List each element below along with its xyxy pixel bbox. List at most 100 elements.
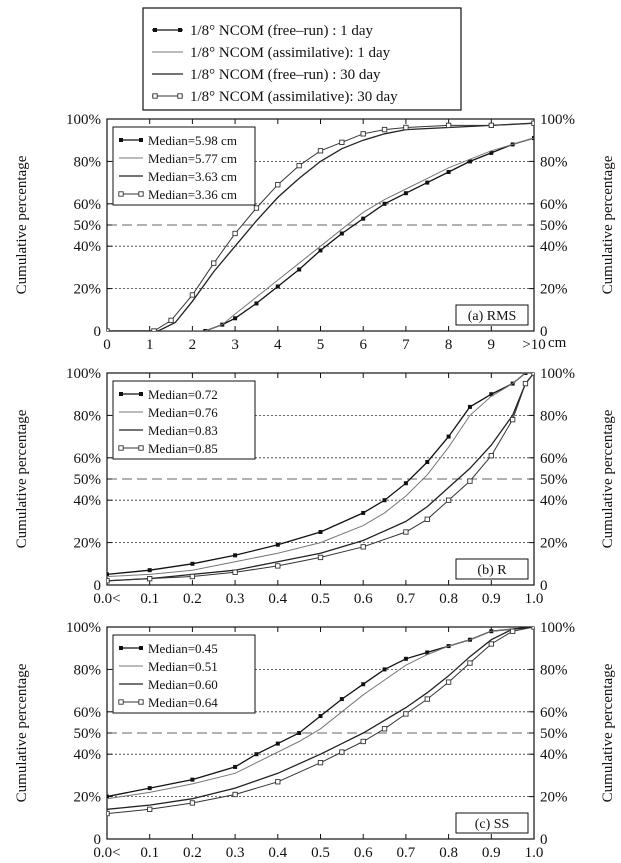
data-point — [297, 163, 301, 167]
x-tick-label: 7 — [402, 337, 410, 353]
x-unit-label: cm — [548, 335, 567, 351]
data-point — [319, 530, 323, 534]
y-tick-label-right: 100% — [540, 366, 575, 382]
data-point — [190, 293, 194, 297]
x-tick-label: 0.6 — [354, 591, 373, 607]
data-point — [169, 318, 173, 322]
data-point — [340, 231, 344, 235]
panel-label-text: (c) SS — [475, 817, 510, 832]
data-point — [276, 183, 280, 187]
data-point — [425, 697, 429, 701]
data-point — [446, 123, 450, 127]
data-point — [276, 780, 280, 784]
y-tick-label-right: 40% — [540, 747, 568, 763]
data-point — [425, 517, 429, 521]
data-point — [318, 555, 322, 559]
x-tick-label: 6 — [359, 337, 367, 353]
x-tick-label: 9 — [488, 337, 496, 353]
data-point — [532, 625, 536, 629]
data-point — [340, 697, 344, 701]
x-tick-label: 1.0 — [525, 845, 544, 861]
y-tick-label-left: 60% — [74, 197, 102, 213]
y-tick-label-left: 100% — [66, 620, 101, 636]
data-point — [523, 381, 527, 385]
y-tick-label-left: 40% — [74, 747, 102, 763]
legend-marker — [139, 700, 143, 704]
x-tick-label: 0.9 — [482, 845, 501, 861]
y-axis-title-right: Cumulative percentage — [600, 409, 616, 548]
data-point — [383, 202, 387, 206]
y-tick-label-left: 40% — [74, 493, 102, 509]
data-point — [340, 140, 344, 144]
data-point — [319, 248, 323, 252]
y-axis-title-right: Cumulative percentage — [600, 155, 616, 294]
y-tick-label-left: 100% — [66, 112, 101, 128]
data-point — [404, 191, 408, 195]
data-point — [404, 530, 408, 534]
data-point — [233, 316, 237, 320]
legend-marker — [178, 28, 182, 32]
panel-legend-label: Median=3.63 cm — [148, 169, 237, 184]
panel-legend-label: Median=0.51 — [148, 659, 218, 674]
data-point — [340, 750, 344, 754]
legend-marker — [119, 392, 123, 396]
data-point — [489, 453, 493, 457]
x-tick-label: 0.3 — [226, 845, 245, 861]
data-point — [105, 811, 109, 815]
y-tick-label-right: 20% — [540, 790, 568, 806]
y-tick-label-left: 20% — [74, 790, 102, 806]
panel-label: (b) R — [456, 559, 528, 579]
data-point — [532, 371, 536, 375]
y-tick-label-left: 50% — [74, 472, 102, 488]
y-tick-label-left: 60% — [74, 451, 102, 467]
panel-legend-label: Median=0.76 — [148, 405, 218, 420]
data-point — [105, 579, 109, 583]
data-point — [382, 727, 386, 731]
data-point — [361, 739, 365, 743]
data-point — [383, 667, 387, 671]
data-point — [532, 121, 536, 125]
panel-legend: Median=5.98 cm Median=5.77 cm Median=3.63 … — [113, 127, 255, 205]
legend-marker — [139, 392, 143, 396]
data-point — [404, 125, 408, 129]
y-axis-title-right: Cumulative percentage — [600, 663, 616, 802]
y-tick-label-right: 20% — [540, 282, 568, 298]
data-point — [276, 543, 280, 547]
x-tick-label: 4 — [274, 337, 282, 353]
legend-marker — [178, 94, 182, 98]
y-tick-label-left: 60% — [74, 705, 102, 721]
y-tick-label-right: 20% — [540, 536, 568, 552]
y-tick-label-right: 50% — [540, 218, 568, 234]
y-tick-label-right: 50% — [540, 726, 568, 742]
y-tick-label-left: 20% — [74, 282, 102, 298]
data-point — [297, 731, 301, 735]
panel-r: 0 020% 20%40% 40%50% 50%60% 60%80% 80%100% 100%… — [14, 366, 616, 607]
data-point — [190, 562, 194, 566]
y-tick-label-right: 60% — [540, 705, 568, 721]
panel-label: (a) RMS — [456, 305, 528, 325]
data-point — [361, 217, 365, 221]
y-tick-label-right: 50% — [540, 472, 568, 488]
x-tick-label: 0.7 — [397, 845, 416, 861]
data-point — [152, 329, 156, 333]
data-point — [105, 572, 109, 576]
x-tick-label: 5 — [317, 337, 325, 353]
data-point — [361, 132, 365, 136]
data-point — [190, 778, 194, 782]
data-point — [468, 405, 472, 409]
y-axis-title-left: Cumulative percentage — [14, 663, 30, 802]
x-tick-label: 0.3 — [226, 591, 245, 607]
legend-marker — [119, 446, 123, 450]
data-point — [190, 574, 194, 578]
x-tick-label: 0.8 — [439, 591, 458, 607]
x-tick-label: 8 — [445, 337, 453, 353]
top-legend: 1/8° NCOM (free–run) : 1 day1/8° NCOM (a… — [143, 8, 461, 110]
data-point — [489, 123, 493, 127]
data-point — [276, 564, 280, 568]
data-point — [297, 268, 301, 272]
data-point — [468, 661, 472, 665]
x-tick-label: 0.9 — [482, 591, 501, 607]
y-tick-label-right: 100% — [540, 620, 575, 636]
data-point — [233, 792, 237, 796]
